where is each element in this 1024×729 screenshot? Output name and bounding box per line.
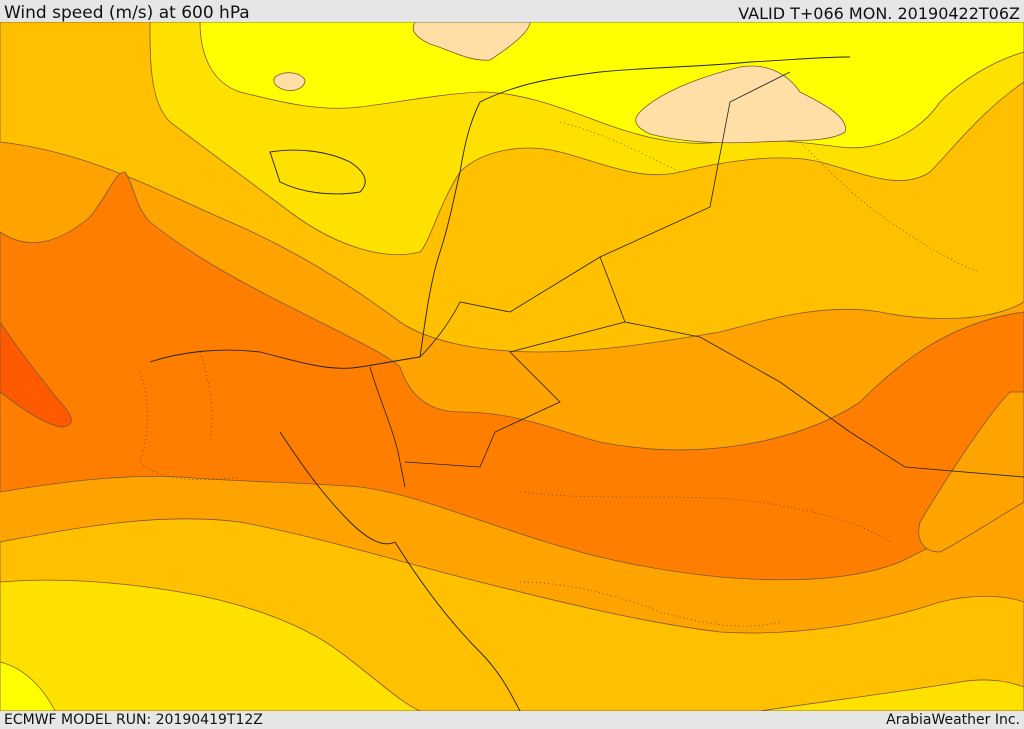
coastlines — [149, 56, 851, 711]
pocket-very-low-north — [412, 22, 531, 61]
wind-speed-map-svg — [0, 22, 1024, 711]
pocket-low-southwest — [0, 661, 56, 711]
band-high-west — [0, 171, 1024, 581]
weather-map[interactable] — [0, 22, 1024, 711]
pocket-very-high-west — [0, 321, 72, 428]
band-moderate-high-east-inner — [918, 391, 1024, 553]
pocket-very-low-cyprus — [273, 72, 306, 91]
band-moderate-low-south — [0, 579, 421, 711]
band-moderate-low-southeast — [759, 679, 1024, 711]
map-title: Wind speed (m/s) at 600 hPa — [4, 3, 250, 23]
pocket-very-low-east — [635, 65, 846, 144]
country-borders — [369, 71, 1024, 488]
valid-time: VALID T+066 MON. 20190422T06Z — [738, 4, 1020, 23]
model-run: ECMWF MODEL RUN: 20190419T12Z — [4, 712, 263, 728]
province-borders — [139, 121, 981, 627]
header-bar: Wind speed (m/s) at 600 hPa VALID T+066 … — [0, 0, 1024, 23]
footer-bar: ECMWF MODEL RUN: 20190419T12Z ArabiaWeat… — [0, 711, 1024, 729]
credit: ArabiaWeather Inc. — [886, 712, 1020, 728]
